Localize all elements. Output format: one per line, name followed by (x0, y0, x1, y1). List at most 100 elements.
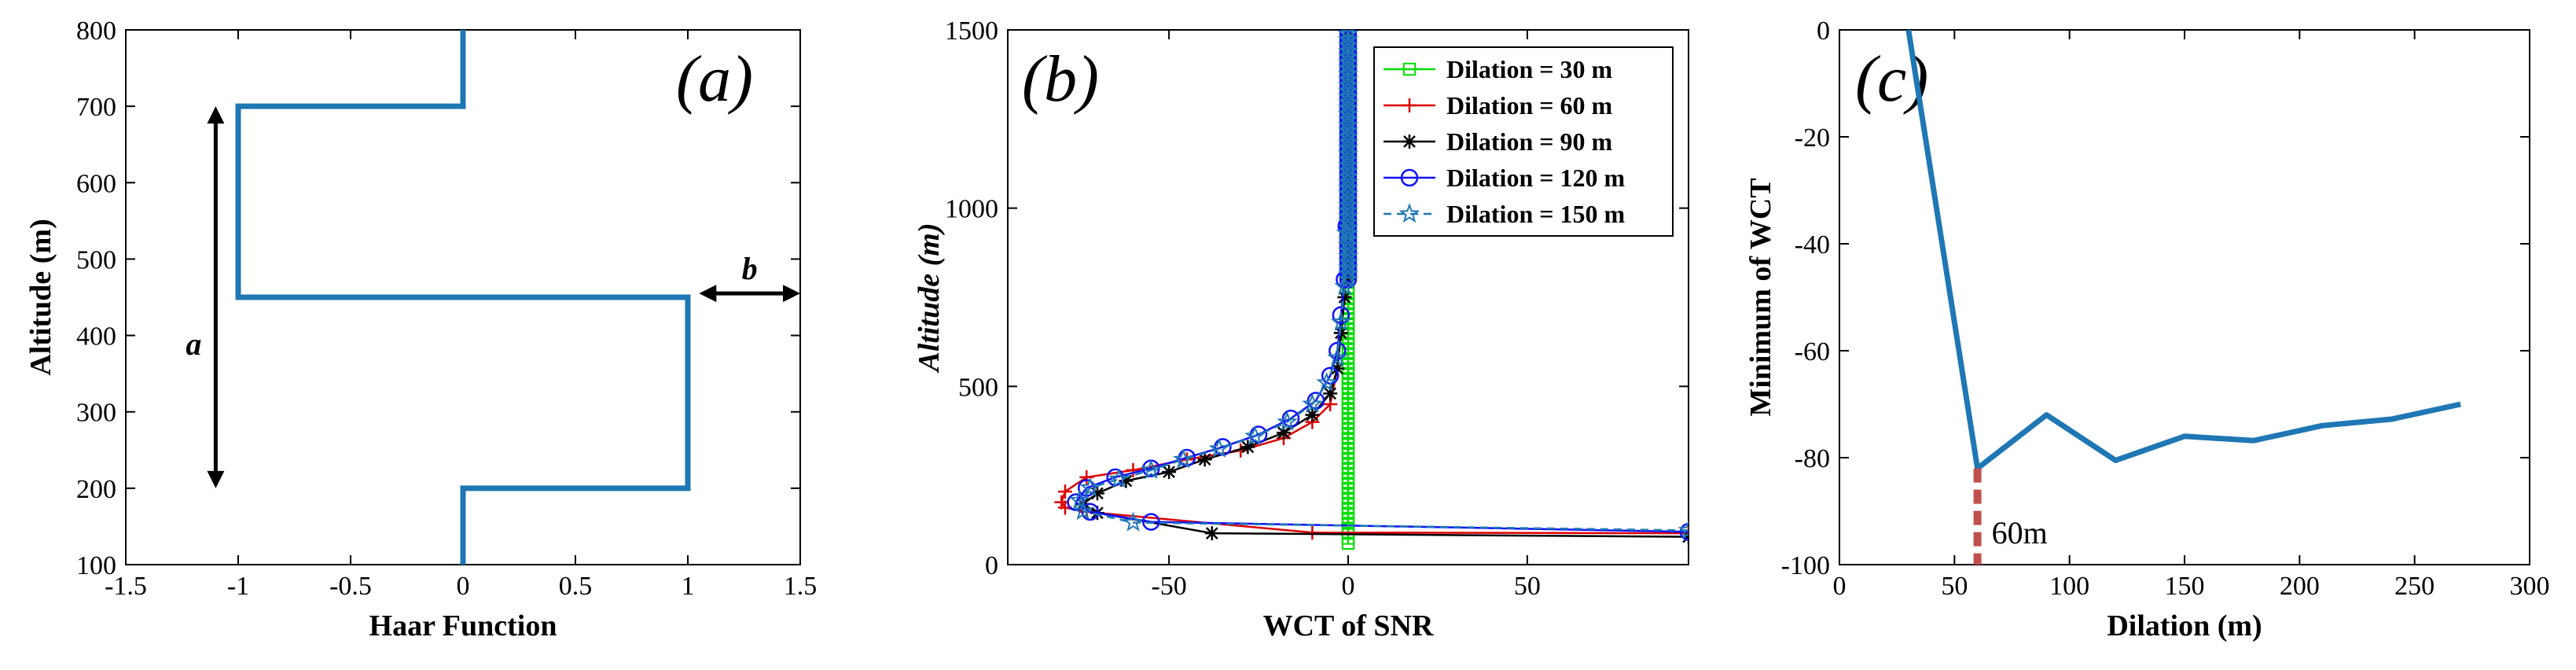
data-point (1337, 194, 1359, 215)
data-point (1123, 511, 1144, 532)
x-tick-label: 1 (682, 572, 695, 601)
y-tick-label: 500 (958, 373, 998, 402)
legend-marker (1400, 168, 1419, 187)
data-point (1244, 425, 1266, 446)
data-point (1162, 465, 1177, 480)
x-tick-label: 100 (2049, 572, 2089, 601)
y-axis-label: Altitude (m) (913, 223, 946, 374)
data-point (1072, 500, 1093, 521)
x-tick-label: 50 (1514, 572, 1541, 601)
arrow-b-label: b (742, 251, 758, 286)
y-tick-label: 1500 (945, 17, 998, 46)
arrow-a-head-top (207, 106, 225, 124)
data-point (1337, 30, 1359, 43)
data-point (1337, 217, 1359, 237)
minimum-marker-label: 60m (1992, 515, 2048, 550)
y-tick-label: 600 (76, 169, 116, 198)
data-point (1054, 495, 1069, 510)
legend-entry: Dilation = 90 m (1446, 127, 1612, 156)
data-point (1323, 386, 1338, 401)
y-tick-label: 300 (76, 399, 116, 428)
y-tick-label: 0 (1817, 17, 1830, 46)
y-axis-label: Minimum of WCT (1744, 178, 1777, 416)
data-point (1079, 477, 1101, 497)
legend-entry: Dilation = 30 m (1446, 55, 1612, 83)
panel-c-minimum-wct: 0 50 100 150 200 250 300 -100 -80 -60 -40 -20 0 Dilat… (1744, 17, 2550, 642)
x-tick-label: 250 (2394, 572, 2435, 601)
x-tick-label: 50 (1941, 572, 1968, 601)
data-point (1337, 120, 1359, 140)
data-point (1333, 326, 1348, 341)
data-point (1302, 393, 1323, 414)
legend-marker (1402, 62, 1417, 76)
x-tick-label: 0 (1833, 572, 1847, 601)
data-point (1197, 452, 1212, 467)
data-point (1277, 410, 1298, 431)
haar-line (235, 30, 691, 565)
data-point (1330, 361, 1345, 376)
series-layer (1054, 30, 1689, 550)
arrow-b-head-right (783, 285, 800, 303)
arrow-a-head-bottom (207, 470, 225, 488)
x-tick-label: 150 (2165, 572, 2205, 601)
x-axis-label: Dilation (m) (2107, 609, 2262, 642)
data-point (1142, 513, 1160, 531)
data-point (1208, 437, 1230, 458)
y-tick-label: -60 (1795, 337, 1830, 366)
data-point (1337, 131, 1359, 152)
y-tick-label: 0 (985, 551, 998, 580)
y-tick-label: -40 (1795, 230, 1830, 260)
x-tick-label: 0 (457, 572, 470, 601)
x-tick-label: -1.5 (105, 572, 147, 601)
y-tick-label: 100 (76, 551, 116, 580)
data-point (1678, 519, 1689, 539)
legend-marker (1398, 203, 1420, 223)
y-tick-label: 800 (76, 17, 116, 46)
data-point (1204, 526, 1219, 541)
x-tick-label: -50 (1151, 572, 1186, 601)
data-point (1141, 459, 1162, 480)
x-tick-label: -1 (227, 572, 249, 601)
data-point (1119, 473, 1134, 488)
panel-label: (a) (676, 42, 753, 116)
x-tick-label: -0.5 (329, 572, 372, 601)
legend-marker (1402, 98, 1417, 112)
data-point (1337, 205, 1359, 226)
x-tick-label: 300 (2510, 572, 2550, 601)
data-point (1108, 468, 1130, 488)
arrow-a-label: a (186, 326, 201, 362)
panel-a-haar-function: -1.5 -1 -0.5 0 0.5 1 1.5 100 200 300 400 500 600 700 8… (24, 17, 817, 642)
y-tick-label: -80 (1795, 444, 1830, 473)
data-point (1240, 440, 1255, 455)
arrow-b-head-left (699, 285, 717, 303)
y-tick-label: -100 (1781, 551, 1830, 580)
data-point (1079, 469, 1094, 484)
panel-label: (b) (1022, 42, 1099, 116)
data-point (1305, 407, 1320, 422)
y-tick-label: -20 (1795, 123, 1830, 153)
x-axis-label: Haar Function (369, 609, 557, 642)
x-tick-label: 0 (1342, 572, 1355, 601)
data-point (1334, 275, 1355, 296)
y-tick-label: 1000 (945, 195, 998, 224)
data-point (1126, 462, 1141, 477)
plot-frame (1839, 29, 2530, 565)
data-point (1337, 46, 1359, 66)
series-5 (1068, 30, 1689, 539)
data-point (1316, 371, 1337, 392)
legend-entry: Dilation = 120 m (1446, 164, 1625, 192)
data-point (1337, 35, 1359, 55)
x-axis-label: WCT of SNR (1263, 609, 1434, 642)
legend-entry: Dilation = 60 m (1446, 91, 1612, 120)
data-point (1276, 425, 1291, 440)
legend-marker (1402, 134, 1417, 149)
data-point (1341, 30, 1355, 39)
data-point (1337, 109, 1359, 129)
y-axis-label: Altitude (m) (24, 219, 57, 375)
data-point (1332, 306, 1350, 324)
data-point (1305, 525, 1320, 540)
data-point (1173, 448, 1194, 469)
data-point (1679, 523, 1689, 541)
